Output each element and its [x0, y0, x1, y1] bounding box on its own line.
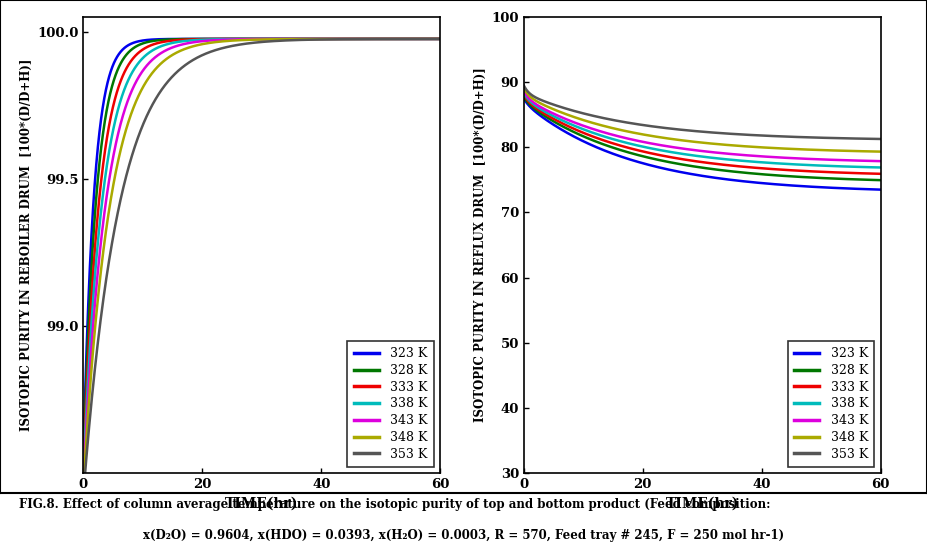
X-axis label: TIME(hr): TIME(hr)	[666, 497, 739, 511]
Y-axis label: ISOTOPIC PURITY IN REBOILER DRUM  [100*(D/D+H)]: ISOTOPIC PURITY IN REBOILER DRUM [100*(D…	[20, 59, 33, 431]
Legend:   323 K,   328 K,   333 K,   338 K,   343 K,   348 K,   353 K: 323 K, 328 K, 333 K, 338 K, 343 K, 348 K…	[348, 341, 434, 467]
Y-axis label: ISOTOPIC PURITY IN REFLUX DRUM  [100*(D/D+H)]: ISOTOPIC PURITY IN REFLUX DRUM [100*(D/D…	[475, 68, 488, 422]
X-axis label: TIME(hr): TIME(hr)	[225, 497, 298, 511]
Legend:   323 K,   328 K,   333 K,   338 K,   343 K,   348 K,   353 K: 323 K, 328 K, 333 K, 338 K, 343 K, 348 K…	[788, 341, 874, 467]
Text: x(D₂O) = 0.9604, x(HDO) = 0.0393, x(H₂O) = 0.0003, R = 570, Feed tray # 245, F =: x(D₂O) = 0.9604, x(HDO) = 0.0393, x(H₂O)…	[143, 529, 784, 542]
Text: FIG.8. Effect of column average temperature on the isotopic purity of top and bo: FIG.8. Effect of column average temperat…	[19, 498, 770, 511]
